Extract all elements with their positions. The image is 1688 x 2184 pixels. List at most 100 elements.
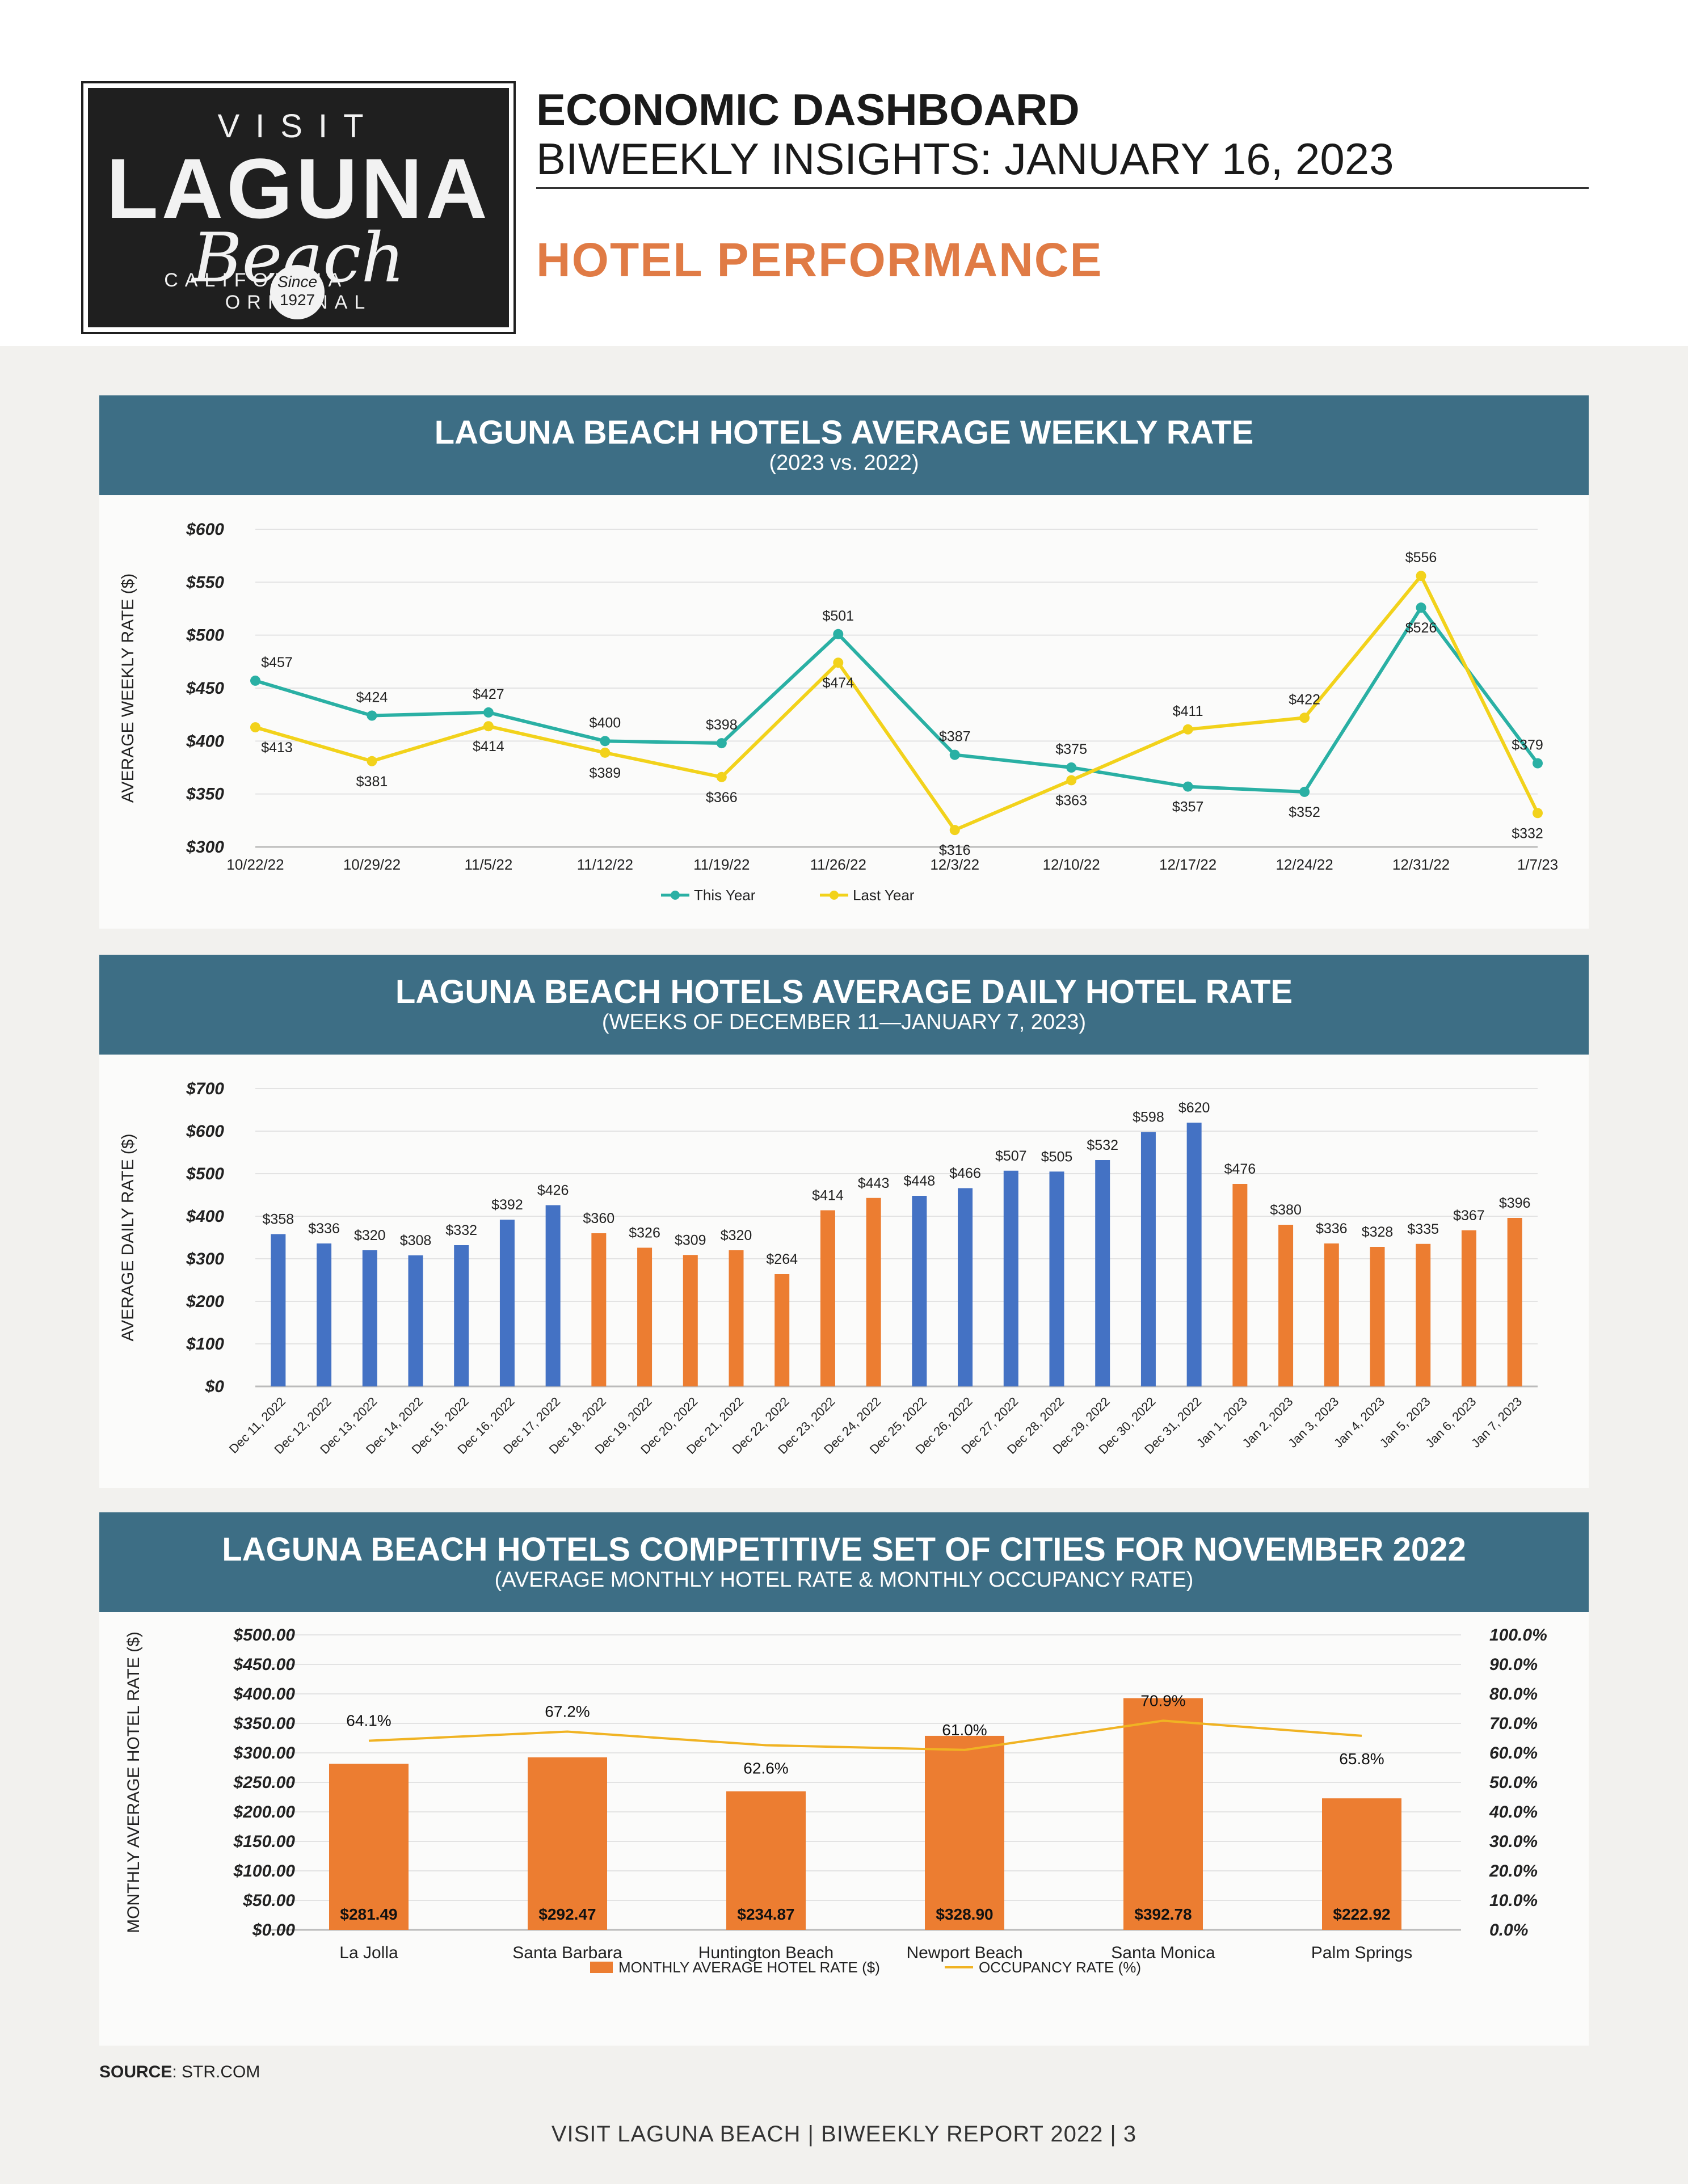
logo-since: Since [277, 273, 318, 290]
y2-tick-label: 90.0% [1489, 1655, 1538, 1674]
this-year-data-label: $375 [1055, 741, 1087, 757]
bar-data-label: $620 [1178, 1100, 1210, 1116]
y2-tick-label: 70.0% [1489, 1714, 1538, 1733]
last-year-point [1416, 571, 1426, 581]
last-year-point [1182, 724, 1193, 735]
y-tick-label: $300 [186, 838, 224, 857]
competitive-set-chart: MONTHLY AVERAGE HOTEL RATE ($) $0.00 $50.0… [124, 1626, 1547, 1976]
x-tick-label: 1/7/23 [1517, 856, 1558, 873]
legend-rate-swatch [590, 1962, 613, 1973]
bar-data-label: $264 [766, 1251, 798, 1267]
bar-data-label: $532 [1087, 1137, 1118, 1153]
bar [683, 1255, 698, 1386]
page-header: VISIT LAGUNA Beach CALIFORNIA ORIGINAL S… [0, 0, 1688, 346]
bar [408, 1255, 423, 1386]
y-tick-label: $400 [186, 1207, 224, 1226]
occupancy-data-label: 65.8% [1339, 1750, 1384, 1768]
x-tick-label: Huntington Beach [698, 1943, 834, 1962]
bar [591, 1233, 607, 1386]
rate-bar [528, 1757, 607, 1930]
last-year-point [1533, 808, 1543, 819]
rate-bar-label: $281.49 [340, 1905, 397, 1923]
this-year-point [483, 707, 494, 718]
bar-data-label: $332 [445, 1222, 477, 1238]
source-value: : STR.COM [172, 2063, 260, 2081]
bar-data-label: $448 [904, 1173, 936, 1189]
this-year-point [1066, 762, 1077, 773]
y-tick-label: $250.00 [233, 1773, 296, 1792]
bar [271, 1234, 286, 1386]
y-tick-label: $0 [205, 1377, 225, 1396]
rate-bar-label: $392.78 [1134, 1905, 1192, 1923]
bar [499, 1220, 515, 1386]
y-tick-label: $350 [186, 785, 224, 804]
legend-last-year-label: Last Year [853, 887, 915, 904]
this-year-data-label: $398 [706, 717, 738, 733]
y2-tick-label: 80.0% [1489, 1685, 1538, 1704]
logo-since-badge: Since 1927 [270, 265, 325, 319]
daily-rate-subtitle: (WEEKS OF DECEMBER 11—JANUARY 7, 2023) [601, 1010, 1087, 1034]
this-year-point [367, 710, 377, 721]
y-axis-title: AVERAGE WEEKLY RATE ($) [119, 574, 137, 803]
y-tick-label: $600 [186, 520, 224, 539]
y2-tick-label: 30.0% [1489, 1832, 1538, 1851]
y-axis-title: AVERAGE DAILY RATE ($) [119, 1133, 137, 1341]
weekly-rate-subtitle: (2023 vs. 2022) [769, 451, 919, 475]
bar-data-label: $392 [491, 1197, 523, 1213]
page-title: ECONOMIC DASHBOARD [536, 85, 1080, 134]
y2-tick-label: 0.0% [1489, 1921, 1528, 1940]
bar-data-label: $336 [1316, 1221, 1348, 1237]
last-year-data-label: $363 [1055, 792, 1087, 808]
bar-data-label: $367 [1453, 1208, 1485, 1224]
bar [1461, 1230, 1476, 1386]
legend-this-year-label: This Year [694, 887, 756, 904]
y-tick-label: $600 [186, 1122, 224, 1141]
bar [1232, 1184, 1248, 1386]
y-tick-label: $300.00 [233, 1744, 296, 1763]
this-year-line [255, 606, 1539, 794]
last-year-data-label: $366 [706, 790, 738, 806]
x-tick-label: 10/22/22 [226, 856, 284, 873]
legend-occupancy-label: OCCUPANCY RATE (%) [979, 1959, 1141, 1976]
bar-data-label: $326 [629, 1225, 660, 1241]
last-year-data-label: $381 [356, 774, 388, 790]
bar-data-label: $380 [1270, 1202, 1302, 1218]
bar-data-label: $336 [308, 1221, 340, 1237]
x-tick-label: 11/5/22 [464, 856, 512, 873]
rate-bar [329, 1764, 409, 1930]
occupancy-data-label: 61.0% [942, 1721, 987, 1739]
bar [317, 1243, 332, 1386]
y-tick-label: $100.00 [233, 1862, 296, 1881]
occupancy-data-label: 62.6% [743, 1759, 788, 1777]
bar [545, 1205, 561, 1386]
x-tick-label: Palm Springs [1311, 1943, 1412, 1962]
page-footer: VISIT LAGUNA BEACH | BIWEEKLY REPORT 202… [551, 2122, 1137, 2147]
y-tick-label: $150.00 [233, 1832, 296, 1851]
x-tick-label: Santa Barbara [512, 1943, 622, 1962]
daily-rate-chart: AVERAGE DAILY RATE ($) $0 $100 $200 $300 $400… [119, 1080, 1538, 1457]
bar-data-label: $505 [1041, 1149, 1073, 1165]
bar [1003, 1170, 1018, 1386]
last-year-data-label: $413 [261, 740, 293, 756]
y-axis-title: MONTHLY AVERAGE HOTEL RATE ($) [124, 1631, 143, 1933]
bar-data-label: $320 [721, 1228, 752, 1243]
occupancy-data-label: 67.2% [545, 1703, 590, 1721]
bar [1095, 1160, 1110, 1386]
this-year-data-label: $379 [1512, 737, 1543, 753]
rate-bar-label: $222.92 [1333, 1905, 1390, 1923]
occupancy-line [368, 1719, 1362, 1751]
bar [1416, 1243, 1431, 1386]
bar-data-label: $358 [263, 1212, 294, 1228]
last-year-point [250, 722, 260, 733]
daily-rate-header: LAGUNA BEACH HOTELS AVERAGE DAILY HOTEL … [99, 955, 1589, 1055]
y-tick-label: $500.00 [233, 1626, 296, 1645]
rate-bar-label: $328.90 [936, 1905, 993, 1923]
weekly-rate-title: LAGUNA BEACH HOTELS AVERAGE WEEKLY RATE [434, 414, 1254, 451]
y-tick-label: $200 [186, 1292, 224, 1311]
y-tick-label: $350.00 [233, 1714, 296, 1733]
occupancy-data-label: 70.9% [1140, 1692, 1185, 1709]
bar-data-label: $507 [995, 1148, 1027, 1164]
x-tick-label: Newport Beach [906, 1943, 1022, 1962]
last-year-data-label: $316 [939, 842, 971, 858]
this-year-point [250, 675, 260, 686]
